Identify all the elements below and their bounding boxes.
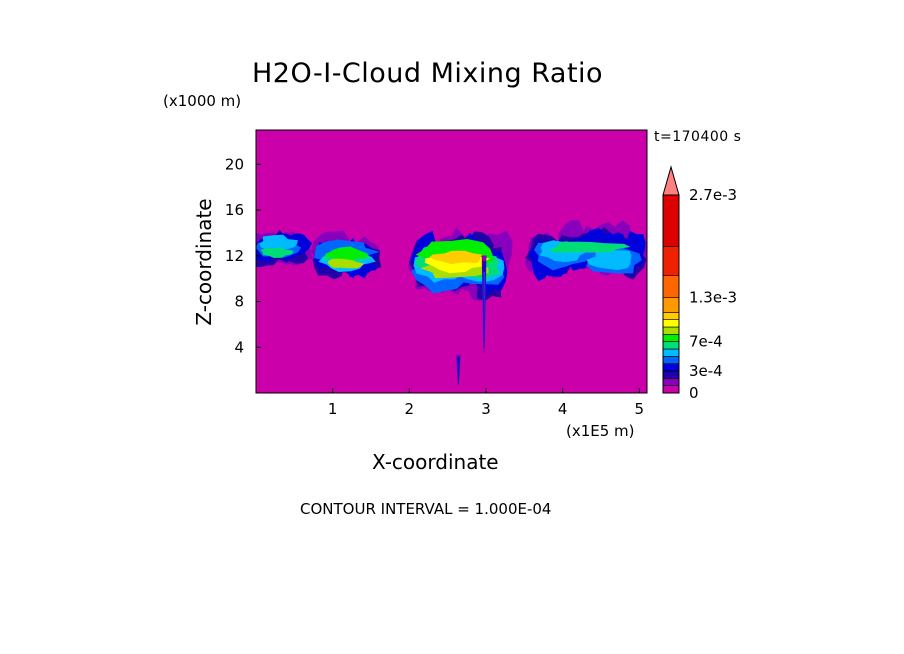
z-axis-unit: (x1000 m) (163, 92, 242, 110)
colorbar-frame (662, 194, 680, 394)
cloud-feature-5-level-3 (457, 358, 460, 383)
chart-title: H2O-I-Cloud Mixing Ratio (252, 58, 604, 89)
y-tick-label-16: 16 (225, 201, 244, 219)
colorbar-tick-2: 7e-4 (689, 333, 723, 351)
colorbar-segment-10 (662, 312, 680, 320)
cloud-field (256, 220, 647, 386)
x-tick-label-2: 2 (405, 400, 415, 418)
colorbar-tick-4: 0 (689, 384, 699, 402)
colorbar-segment-1 (662, 378, 680, 386)
colorbar-tick-0: 2.7e-3 (689, 186, 737, 204)
cloud-feature-0-level-6 (260, 247, 294, 258)
colorbar-segment-9 (662, 319, 680, 328)
colorbar-tick-3: 3e-4 (689, 362, 723, 380)
colorbar-segment-4 (662, 356, 680, 364)
y-tick-label-4: 4 (234, 338, 244, 356)
contour-interval-label: CONTOUR INTERVAL = 1.000E-04 (300, 500, 552, 518)
colorbar-segment-14 (662, 194, 680, 247)
x-tick-label-3: 3 (481, 400, 491, 418)
colorbar-segment-3 (662, 363, 680, 372)
x-tick-label-5: 5 (635, 400, 645, 418)
cloud-feature-4-level-4 (483, 271, 485, 337)
y-tick-label-8: 8 (234, 293, 244, 311)
y-tick-label-12: 12 (225, 247, 244, 265)
colorbar-segment-13 (662, 246, 680, 276)
colorbar-extend-arrow (662, 165, 680, 196)
colorbar-segment-6 (662, 341, 680, 350)
cloud-feature-2-level-10 (429, 250, 483, 264)
cloud-feature-1-level-7 (325, 246, 368, 263)
y-tick-label-20: 20 (225, 155, 244, 173)
plot-frame (255, 129, 648, 394)
time-label: t=170400 s (654, 129, 742, 145)
colorbar-segment-11 (662, 297, 680, 313)
colorbar-segment-5 (662, 348, 680, 357)
x-axis-label: X-coordinate (372, 450, 499, 474)
y-axis-label: Z-coordinate (192, 198, 216, 326)
cloud-feature-3-level-6 (548, 241, 631, 253)
colorbar-segment-12 (662, 275, 680, 298)
colorbar-segment-0 (662, 385, 680, 394)
colorbar-segment-8 (662, 326, 680, 335)
x-tick-label-1: 1 (328, 400, 338, 418)
cloud-feature-3-level-5 (586, 250, 632, 271)
colorbar-segment-7 (662, 334, 680, 342)
x-axis-unit: (x1E5 m) (566, 422, 635, 440)
colorbar-segment-2 (662, 370, 680, 379)
x-tick-label-4: 4 (558, 400, 568, 418)
colorbar-tick-1: 1.3e-3 (689, 289, 737, 307)
cloud-feature-1-level-8 (328, 258, 364, 269)
